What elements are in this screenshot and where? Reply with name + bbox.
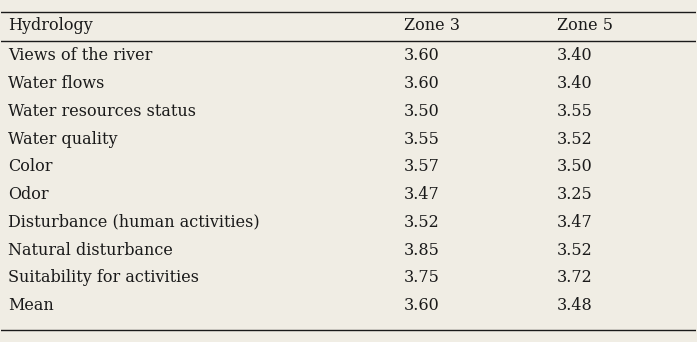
Text: Views of the river: Views of the river [8, 48, 153, 64]
Text: Color: Color [8, 158, 53, 175]
Text: Water flows: Water flows [8, 75, 105, 92]
Text: 3.72: 3.72 [557, 269, 592, 286]
Text: Hydrology: Hydrology [8, 17, 93, 34]
Text: 3.50: 3.50 [557, 158, 592, 175]
Text: Disturbance (human activities): Disturbance (human activities) [8, 214, 260, 231]
Text: Mean: Mean [8, 297, 54, 314]
Text: Zone 5: Zone 5 [557, 17, 613, 34]
Text: 3.47: 3.47 [404, 186, 440, 203]
Text: 3.47: 3.47 [557, 214, 592, 231]
Text: 3.55: 3.55 [557, 103, 592, 120]
Text: 3.85: 3.85 [404, 241, 440, 259]
Text: 3.52: 3.52 [557, 241, 592, 259]
Text: Natural disturbance: Natural disturbance [8, 241, 174, 259]
Text: Odor: Odor [8, 186, 49, 203]
Text: 3.40: 3.40 [557, 48, 592, 64]
Text: 3.52: 3.52 [557, 131, 592, 148]
Text: 3.60: 3.60 [404, 48, 440, 64]
Text: Zone 3: Zone 3 [404, 17, 460, 34]
Text: Suitability for activities: Suitability for activities [8, 269, 199, 286]
Text: 3.55: 3.55 [404, 131, 440, 148]
Text: Water quality: Water quality [8, 131, 118, 148]
Text: 3.75: 3.75 [404, 269, 440, 286]
Text: 3.52: 3.52 [404, 214, 440, 231]
Text: 3.48: 3.48 [557, 297, 592, 314]
Text: 3.50: 3.50 [404, 103, 440, 120]
Text: 3.40: 3.40 [557, 75, 592, 92]
Text: 3.57: 3.57 [404, 158, 440, 175]
Text: Water resources status: Water resources status [8, 103, 197, 120]
Text: 3.60: 3.60 [404, 75, 440, 92]
Text: 3.60: 3.60 [404, 297, 440, 314]
Text: 3.25: 3.25 [557, 186, 592, 203]
